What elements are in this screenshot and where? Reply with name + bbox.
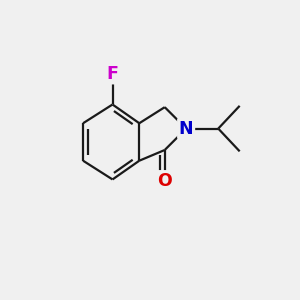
Text: F: F: [106, 65, 119, 83]
Text: N: N: [179, 120, 194, 138]
Text: O: O: [157, 172, 172, 190]
